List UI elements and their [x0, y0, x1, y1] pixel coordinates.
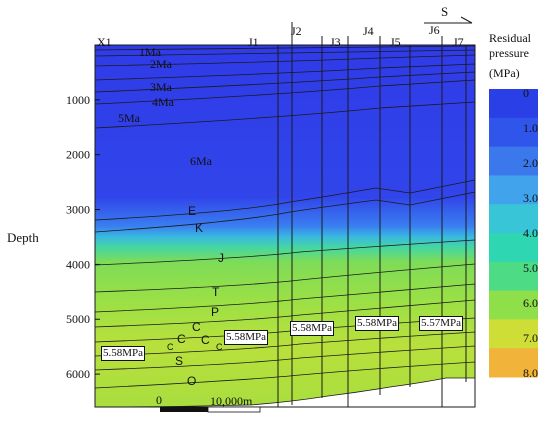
- horizon-label-3Ma: 3Ma: [150, 80, 172, 94]
- scale-bar: [160, 406, 261, 413]
- scale-bar-white: [207, 406, 261, 413]
- scale-bar-black: [160, 407, 208, 412]
- colorbar-swatch: [489, 117, 538, 148]
- horizon-line: [94, 45, 476, 51]
- horizon-label-E: E: [188, 204, 197, 218]
- y-tick-label: 2000: [66, 148, 90, 162]
- colorbar-unit: (MPa): [489, 66, 520, 80]
- colorbar-title-line2: pressure: [489, 46, 529, 60]
- well-label-J2: J2: [291, 24, 302, 38]
- horizon-label-2Ma: 2Ma: [150, 57, 172, 71]
- pressure-annotation-J5: 5.58MPa: [355, 316, 400, 331]
- horizon-label-S: S: [175, 354, 184, 368]
- colorbar-tick-label: 0: [523, 86, 529, 100]
- colorbar-swatch: [489, 175, 538, 205]
- horizon-line: [94, 345, 476, 371]
- scale-bar-end-label: 10,000m: [210, 394, 253, 408]
- y-tick-label: 4000: [66, 257, 90, 271]
- horizon-label-C: C: [167, 342, 174, 352]
- horizon-label-O: O: [187, 374, 197, 388]
- well-label-J3: J3: [330, 35, 341, 49]
- horizon-line: [94, 299, 476, 328]
- colorbar-tick-label: 3.0: [523, 191, 538, 205]
- well-label-X1: X1: [97, 35, 112, 49]
- colorbar-tick-label: 1.0: [523, 121, 538, 135]
- horizon-line: [94, 263, 476, 293]
- colorbar-swatch: [489, 233, 538, 263]
- colorbar-swatch: [489, 290, 538, 320]
- horizon-label-C: C: [177, 332, 186, 346]
- direction-label: S: [441, 4, 449, 19]
- colorbar-swatch: [489, 204, 538, 234]
- pressure-annotation-J3: 5.58MPa: [290, 321, 335, 336]
- y-axis-label: Depth: [7, 230, 39, 245]
- horizon-lines: [94, 45, 476, 408]
- horizon-label-T: T: [212, 285, 220, 299]
- horizon-line: [94, 54, 476, 67]
- y-axis: 1000 2000 3000 4000 5000 6000: [66, 93, 100, 381]
- horizon-line: [94, 361, 476, 389]
- section-frame: [94, 44, 476, 408]
- well-label-J7: J7: [453, 35, 464, 49]
- horizon-label-1Ma: 1Ma: [139, 45, 161, 59]
- colorbar-swatch: [489, 89, 538, 119]
- pressure-annotation-J1: 5.58MPa: [224, 330, 269, 345]
- horizon-line: [94, 283, 476, 313]
- y-tick-label: 6000: [66, 367, 90, 381]
- colorbar-title-line1: Residual: [489, 31, 531, 45]
- horizon-label-4Ma: 4Ma: [152, 95, 174, 109]
- colorbar-swatch: [489, 319, 538, 349]
- well-label-J6: J6: [429, 23, 440, 37]
- horizon-label-6Ma: 6Ma: [190, 154, 212, 168]
- horizon-line: [94, 71, 476, 93]
- horizon-label-K: K: [195, 221, 204, 235]
- horizon-label-5Ma: 5Ma: [118, 111, 140, 125]
- well-label-J4: J4: [363, 24, 374, 38]
- colorbar-swatch: [489, 261, 538, 292]
- direction-arrow: [424, 16, 473, 24]
- well-label-J1: J1: [248, 35, 259, 49]
- pressure-annotation-X1: 5.58MPa: [101, 346, 146, 361]
- horizon-line: [94, 79, 476, 105]
- colorbar-tick-label: 6.0: [523, 296, 538, 310]
- y-tick-label: 5000: [66, 312, 90, 326]
- colorbar: 0 1.0 2.0 3.0 4.0 5.0 6.0 7.0 8.0: [489, 86, 538, 380]
- horizon-line: [94, 331, 476, 357]
- basement-white-area: [95, 378, 475, 412]
- horizon-label-C: C: [192, 320, 201, 334]
- horizon-label-C: C: [201, 333, 210, 347]
- well-lines: [277, 22, 467, 407]
- horizon-label-C: C: [216, 342, 223, 352]
- colorbar-tick-label: 5.0: [523, 261, 538, 275]
- colorbar-swatch: [489, 146, 538, 176]
- horizon-label-P: P: [211, 305, 220, 319]
- well-label-J5: J5: [390, 35, 401, 49]
- horizon-line: [94, 101, 476, 129]
- horizon-line: [94, 63, 476, 81]
- colorbar-tick-label: 8.0: [523, 366, 538, 380]
- colorbar-tick-label: 7.0: [523, 331, 538, 345]
- y-tick-label: 3000: [66, 203, 90, 217]
- pressure-annotation-J7: 5.57MPa: [419, 316, 464, 331]
- horizon-label-J: J: [218, 251, 224, 265]
- y-tick-label: 1000: [66, 93, 90, 107]
- horizon-line: [94, 179, 476, 221]
- colorbar-swatch: [489, 348, 538, 378]
- colorbar-tick-label: 4.0: [523, 226, 538, 240]
- scale-bar-start-label: 0: [156, 393, 162, 407]
- colorbar-tick-label: 2.0: [523, 156, 538, 170]
- horizon-line: [94, 49, 476, 57]
- horizon-line: [94, 239, 476, 266]
- horizon-line: [94, 191, 476, 233]
